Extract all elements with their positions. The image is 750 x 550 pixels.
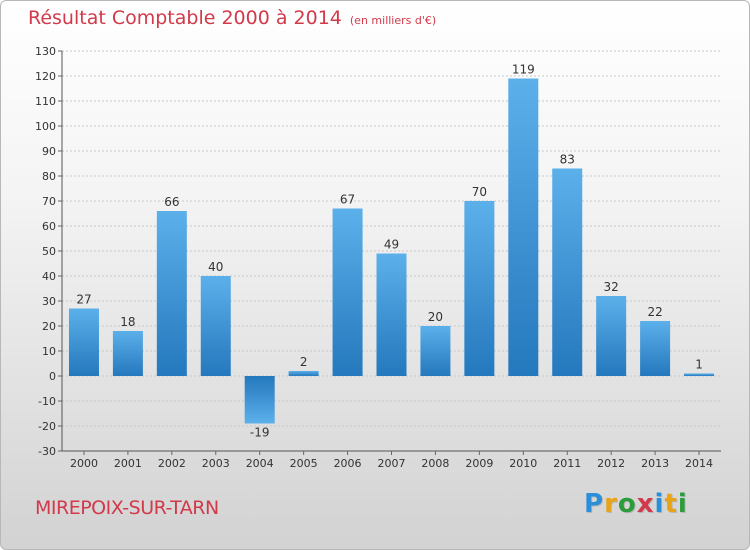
bar [420,326,451,376]
x-tick-label: 2005 [290,457,318,470]
bar-value-label: 83 [560,153,575,167]
proxiti-logo[interactable]: Proxiti [584,489,688,519]
bar-value-label: 40 [208,260,223,274]
x-tick-label: 2008 [421,457,449,470]
y-tick-label: 130 [35,45,56,58]
y-tick-label: 80 [42,170,56,183]
bar [200,276,231,376]
bar-value-label: 27 [76,293,91,307]
bar [112,331,143,376]
bar-value-label: 66 [164,195,179,209]
chart-title: Résultat Comptable 2000 à 2014 (en millie… [28,7,436,29]
x-tick-label: 2006 [334,457,362,470]
chart-unit: (en milliers d'€) [349,14,437,27]
y-tick-label: 110 [35,95,56,108]
logo-letter: r [604,489,618,519]
y-tick-label: -10 [38,395,56,408]
y-tick-label: 0 [49,370,56,383]
logo-letter: o [617,489,637,519]
x-tick-label: 2000 [70,457,98,470]
bar-value-label: 22 [647,305,662,319]
y-tick-label: 40 [42,270,56,283]
bar-value-label: 119 [512,63,535,77]
chart-title-text: Résultat Comptable 2000 à 2014 [28,7,342,29]
bar-value-label: 18 [120,315,135,329]
bar-value-label: 67 [340,193,355,207]
bar-value-label: 32 [604,280,619,294]
bar [464,201,495,376]
bar [508,78,539,376]
x-tick-label: 2014 [685,457,713,470]
y-tick-label: -20 [38,420,56,433]
x-tick-label: 2009 [465,457,493,470]
bar-value-label: 1 [695,358,703,372]
logo-letter: i [654,489,665,519]
x-tick-label: 2001 [114,457,142,470]
x-tick-label: 2004 [246,457,274,470]
x-tick-label: 2013 [641,457,669,470]
bar [156,211,187,376]
y-tick-label: 20 [42,320,56,333]
y-tick-label: 50 [42,245,56,258]
logo-letter: P [584,489,605,519]
x-tick-label: 2012 [597,457,625,470]
bar [332,208,363,376]
y-tick-label: 100 [35,120,56,133]
x-tick-label: 2011 [553,457,581,470]
logo-letter: x [636,489,655,519]
bar [684,373,715,376]
y-tick-label: 30 [42,295,56,308]
bar-value-label: -19 [250,426,270,440]
bar [68,308,99,376]
x-tick-label: 2010 [509,457,537,470]
bar [288,371,319,376]
bar [552,168,583,376]
bar [376,253,407,376]
bar-value-label: 2 [300,355,308,369]
x-tick-label: 2002 [158,457,186,470]
bar [244,376,275,424]
commune-name: MIREPOIX-SUR-TARN [35,497,219,519]
bar-value-label: 49 [384,238,399,252]
bar [596,296,627,376]
y-tick-label: 90 [42,145,56,158]
bar [640,321,671,376]
bar-value-label: 70 [472,185,487,199]
y-tick-label: 70 [42,195,56,208]
x-tick-label: 2003 [202,457,230,470]
bar-value-label: 20 [428,310,443,324]
logo-letter: i [677,489,688,519]
x-tick-label: 2007 [378,457,406,470]
y-tick-label: -30 [38,445,56,458]
logo-letter: t [664,489,678,519]
y-tick-label: 10 [42,345,56,358]
y-tick-label: 120 [35,70,56,83]
y-tick-label: 60 [42,220,56,233]
